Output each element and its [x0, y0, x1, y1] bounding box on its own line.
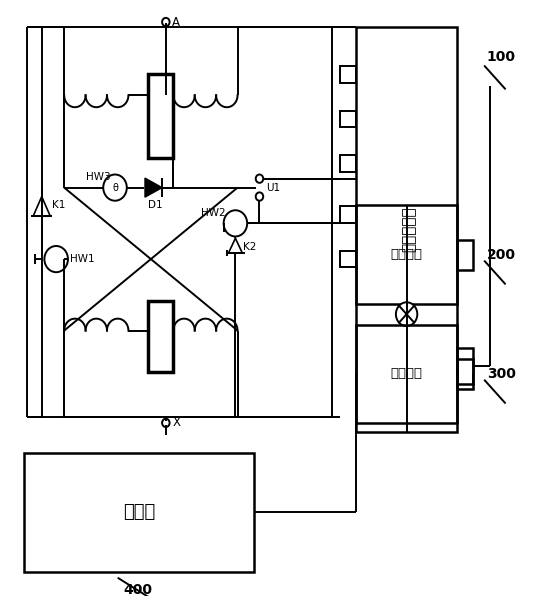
Circle shape: [256, 175, 263, 183]
Bar: [457, 240, 473, 270]
Bar: [340, 111, 356, 127]
Text: X: X: [172, 416, 180, 429]
Text: 200: 200: [487, 248, 516, 261]
Circle shape: [44, 246, 68, 272]
Circle shape: [224, 210, 247, 236]
Bar: [356, 206, 457, 304]
Bar: [340, 251, 356, 267]
Text: HW1: HW1: [70, 254, 94, 264]
Text: 采样调理板: 采样调理板: [402, 206, 417, 252]
Bar: [457, 349, 473, 384]
Text: D1: D1: [148, 200, 163, 210]
Bar: [457, 359, 473, 389]
Text: HW3: HW3: [86, 172, 110, 182]
Text: θ: θ: [112, 182, 118, 193]
Polygon shape: [145, 178, 162, 197]
Text: K2: K2: [243, 242, 257, 252]
Text: HW2: HW2: [201, 208, 225, 218]
Bar: [24, 453, 254, 572]
Text: 100: 100: [487, 50, 516, 63]
Bar: [356, 325, 457, 423]
Circle shape: [396, 302, 417, 326]
Text: 300: 300: [487, 367, 516, 381]
Bar: [340, 66, 356, 83]
Text: 光端机一: 光端机一: [391, 248, 423, 261]
Text: 控制器: 控制器: [123, 504, 155, 521]
Text: U1: U1: [266, 182, 280, 193]
Bar: [148, 74, 173, 158]
Bar: [148, 301, 173, 372]
Text: 400: 400: [123, 582, 152, 597]
Circle shape: [162, 18, 170, 26]
Circle shape: [103, 175, 127, 201]
Text: A: A: [172, 16, 180, 29]
Circle shape: [256, 193, 263, 201]
Text: 光端机二: 光端机二: [391, 367, 423, 380]
Text: K1: K1: [52, 200, 66, 210]
Bar: [340, 155, 356, 172]
Circle shape: [162, 419, 170, 427]
Bar: [340, 206, 356, 223]
Bar: [356, 27, 457, 432]
